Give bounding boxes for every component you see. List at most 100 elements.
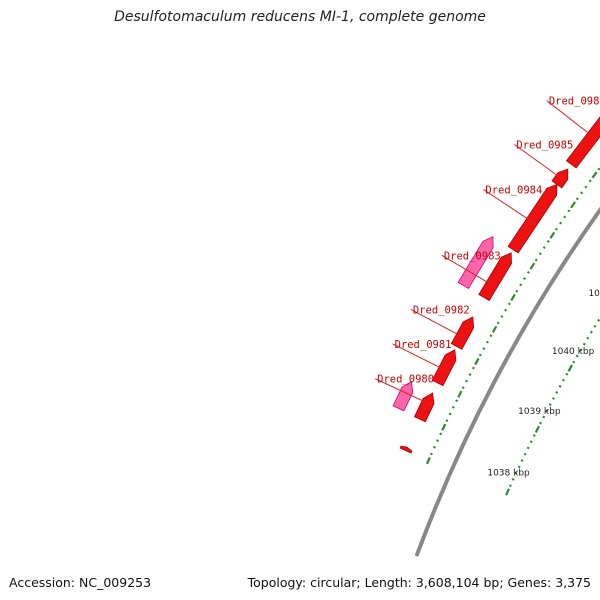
- inner-tick: [538, 252, 542, 256]
- ruler-tick: [523, 452, 527, 456]
- inner-tick: [570, 201, 576, 209]
- ruler-label: 1038 kbp: [487, 469, 530, 479]
- inner-tick: [448, 412, 452, 416]
- inner-tick: [526, 270, 530, 274]
- inner-tick: [549, 231, 556, 239]
- inner-tick: [507, 302, 511, 306]
- inner-tick: [465, 379, 469, 383]
- ruler-tick: [529, 440, 533, 444]
- inner-tick: [588, 179, 592, 183]
- ruler-tick: [558, 384, 562, 388]
- inner-tick: [489, 334, 493, 338]
- ruler-tick: [572, 360, 576, 364]
- ruler-label: 1039 kbp: [518, 407, 561, 417]
- ruler-tick: [579, 348, 583, 352]
- ruler-tick: [586, 336, 590, 340]
- inner-tick: [468, 373, 472, 376]
- inner-tick: [597, 167, 600, 171]
- gene-label[interactable]: Dred_0980: [377, 374, 434, 386]
- ruler-tick: [575, 354, 579, 358]
- ruler-tick: [589, 330, 593, 334]
- gene-label-leader: [374, 378, 433, 406]
- inner-tick: [455, 399, 459, 403]
- gene-arrow[interactable]: [565, 110, 600, 169]
- gene-label-leader: [514, 144, 566, 182]
- inner-tick: [504, 308, 508, 312]
- inner-tick: [433, 445, 436, 449]
- inner-tick: [515, 289, 519, 293]
- inner-tick: [554, 227, 558, 231]
- inner-tick: [529, 262, 536, 270]
- ruler-tick: [526, 446, 530, 450]
- ruler-tick: [582, 342, 586, 346]
- inner-tick: [482, 347, 486, 350]
- gene-label[interactable]: Dred_0983: [444, 250, 501, 262]
- inner-tick: [567, 209, 571, 213]
- ruler-tick: [597, 318, 600, 322]
- accession-text: Accession: NC_009253: [9, 575, 152, 590]
- ruler-tick: [511, 478, 515, 481]
- ruler-tick: [593, 324, 597, 328]
- gene-arrow[interactable]: [450, 316, 475, 350]
- gene-label-leader: [392, 343, 450, 373]
- ruler-tick: [517, 465, 521, 469]
- ruler-tick: [567, 364, 573, 372]
- ruler-tick: [539, 421, 542, 425]
- ruler-tick: [542, 415, 546, 419]
- inner-tick: [510, 293, 516, 302]
- ruler-tick: [548, 403, 552, 407]
- ruler-tick: [562, 378, 565, 382]
- ruler-label: 1040 kbp: [552, 347, 595, 357]
- inner-tick: [496, 321, 500, 325]
- inner-tick: [478, 353, 482, 357]
- ruler-tick: [532, 434, 536, 437]
- inner-tick: [445, 419, 449, 422]
- gene-label-leader: [546, 100, 597, 140]
- gene-arrow[interactable]: [551, 168, 569, 189]
- inner-tick: [591, 171, 598, 179]
- ruler-tick: [555, 390, 559, 394]
- gene-arrow[interactable]: [431, 349, 457, 387]
- map-title: Desulfotomaculum reducens MI-1, complete…: [114, 9, 486, 25]
- inner-tick: [500, 315, 504, 318]
- inner-tick: [542, 246, 546, 249]
- inner-tick: [474, 357, 480, 366]
- gene-label[interactable]: Dred_0981: [395, 339, 452, 351]
- ruler-tick: [565, 372, 569, 376]
- ruler-tick: [514, 471, 518, 475]
- inner-tick: [546, 239, 550, 243]
- gene-arrow[interactable]: [478, 252, 512, 302]
- gene-arrow[interactable]: [457, 236, 494, 289]
- gene-label-leader: [441, 254, 497, 288]
- inner-tick: [439, 432, 443, 436]
- ruler-tick: [520, 459, 524, 462]
- ruler-tick: [505, 488, 510, 496]
- inner-tick: [580, 191, 584, 195]
- inner-tick: [563, 215, 567, 219]
- gene-arrow[interactable]: [399, 445, 413, 454]
- inner-tick: [425, 457, 431, 465]
- genome-backbone: [415, 206, 600, 557]
- gene-arrow[interactable]: [392, 381, 414, 412]
- inner-tick: [534, 258, 538, 262]
- inner-tick: [485, 340, 489, 344]
- ruler-label: 1041 kbp: [588, 289, 600, 299]
- ruler-tick: [534, 425, 540, 433]
- gene-label[interactable]: Dred_0982: [413, 304, 470, 316]
- inner-tick: [559, 221, 563, 225]
- inner-tick: [430, 452, 433, 456]
- gene-arrow[interactable]: [507, 183, 558, 254]
- inner-tick: [471, 366, 475, 370]
- inner-tick: [519, 283, 523, 287]
- gene-arrow[interactable]: [413, 392, 435, 423]
- inner-tick: [457, 390, 463, 398]
- inner-tick: [584, 185, 588, 189]
- gene-label[interactable]: Dred_0986: [549, 96, 600, 108]
- gene-label[interactable]: Dred_0985: [516, 140, 573, 152]
- ruler-tick: [545, 409, 549, 413]
- gene-label[interactable]: Dred_0984: [485, 184, 542, 196]
- inner-tick: [461, 386, 465, 390]
- inner-tick: [441, 423, 447, 431]
